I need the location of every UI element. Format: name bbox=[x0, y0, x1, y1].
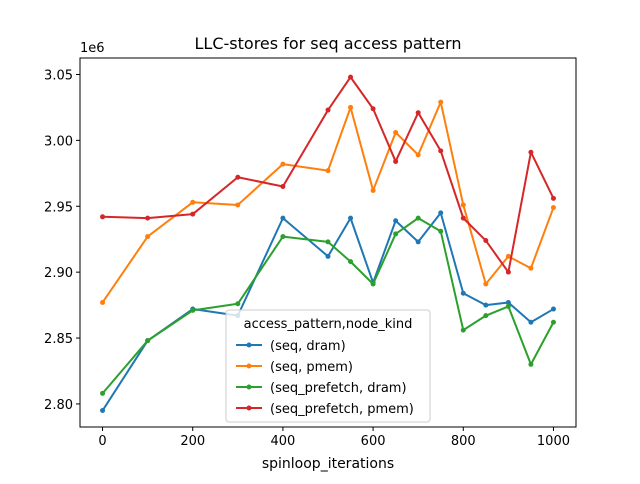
y-tick-label: 2.80 bbox=[44, 398, 73, 413]
y-tick-label: 3.05 bbox=[44, 68, 73, 83]
data-point-seq-pmem bbox=[438, 99, 444, 105]
data-point-seq-dram bbox=[460, 290, 466, 296]
series-line-seq-prefetch-pmem bbox=[102, 76, 555, 274]
data-point-seq-prefetch-dram bbox=[190, 307, 196, 313]
data-point-seq-pmem bbox=[280, 161, 286, 167]
data-point-seq-prefetch-pmem bbox=[505, 269, 511, 275]
data-point-seq-prefetch-dram bbox=[415, 215, 421, 221]
data-point-seq-prefetch-dram bbox=[460, 327, 466, 333]
axes-frame bbox=[79, 57, 577, 428]
series-layer bbox=[100, 74, 556, 414]
legend-label: (seq, pmem) bbox=[270, 360, 353, 375]
data-point-seq-prefetch-dram bbox=[370, 281, 376, 287]
legend-marker bbox=[246, 384, 252, 390]
legend: access_pattern,node_kind (seq, dram)(seq… bbox=[225, 309, 431, 423]
data-point-seq-dram bbox=[550, 306, 556, 312]
data-point-seq-prefetch-dram bbox=[280, 234, 286, 240]
data-point-seq-prefetch-pmem bbox=[550, 195, 556, 201]
data-point-seq-prefetch-dram bbox=[145, 338, 151, 344]
series-line-seq-prefetch-dram bbox=[101, 217, 555, 395]
data-point-seq-prefetch-pmem bbox=[438, 148, 444, 154]
y-tick-label: 3.00 bbox=[44, 134, 73, 149]
y-tick-label: 2.95 bbox=[44, 200, 73, 215]
x-tick-label: 400 bbox=[270, 434, 295, 449]
data-point-seq-dram bbox=[393, 218, 399, 224]
y-offset-label: 1e6 bbox=[80, 41, 105, 56]
data-point-seq-prefetch-dram bbox=[235, 301, 241, 307]
data-point-seq-pmem bbox=[528, 265, 534, 271]
data-point-seq-prefetch-dram bbox=[550, 319, 556, 325]
data-point-seq-pmem bbox=[550, 205, 556, 211]
data-point-seq-dram bbox=[280, 215, 286, 221]
data-point-seq-pmem bbox=[235, 202, 241, 208]
data-point-seq-prefetch-dram bbox=[325, 239, 331, 245]
data-point-seq-pmem bbox=[348, 104, 354, 110]
x-axis-label: spinloop_iterations bbox=[262, 456, 394, 472]
series-line-seq-pmem bbox=[101, 101, 555, 304]
data-point-seq-pmem bbox=[145, 234, 151, 240]
data-point-seq-prefetch-pmem bbox=[325, 107, 331, 113]
data-point-seq-prefetch-dram bbox=[393, 231, 399, 237]
data-point-seq-prefetch-dram bbox=[505, 303, 511, 309]
data-point-seq-dram bbox=[348, 215, 354, 221]
data-point-seq-pmem bbox=[483, 281, 489, 287]
legend-box bbox=[225, 309, 431, 423]
data-point-seq-dram bbox=[505, 299, 511, 305]
legend-items: (seq, dram) (seq, pmem) (seq_prefetch, dra… bbox=[236, 339, 414, 417]
data-point-seq-dram bbox=[100, 408, 106, 414]
y-tick-label: 2.85 bbox=[44, 332, 73, 347]
data-point-seq-prefetch-pmem bbox=[145, 215, 151, 221]
data-point-seq-prefetch-dram bbox=[528, 361, 534, 367]
chart-title: LLC-stores for seq access pattern bbox=[195, 34, 462, 53]
legend-marker bbox=[246, 342, 252, 348]
legend-label: (seq_prefetch, pmem) bbox=[270, 402, 414, 417]
x-tick-label: 0 bbox=[98, 434, 106, 449]
data-point-seq-prefetch-dram bbox=[483, 313, 489, 319]
data-point-seq-prefetch-dram bbox=[100, 390, 106, 396]
data-point-seq-prefetch-pmem bbox=[483, 238, 489, 244]
data-point-seq-pmem bbox=[325, 168, 331, 174]
legend-title: access_pattern,node_kind bbox=[244, 317, 413, 332]
data-point-seq-prefetch-dram bbox=[438, 228, 444, 234]
data-point-seq-prefetch-dram bbox=[348, 259, 354, 265]
ticks-layer: 0 200 400 600 800 1000 2.80 2.85 2.90 2.95 3.00 3.0… bbox=[44, 68, 570, 449]
data-point-seq-prefetch-pmem bbox=[528, 149, 534, 155]
data-point-seq-pmem bbox=[393, 129, 399, 135]
x-tick-label: 800 bbox=[451, 434, 476, 449]
data-point-seq-pmem bbox=[460, 202, 466, 208]
data-point-seq-dram bbox=[415, 239, 421, 245]
data-point-seq-prefetch-pmem bbox=[100, 214, 106, 220]
data-point-seq-prefetch-pmem bbox=[190, 211, 196, 217]
x-tick-label: 200 bbox=[180, 434, 205, 449]
data-point-seq-pmem bbox=[190, 199, 196, 205]
legend-label: (seq_prefetch, dram) bbox=[270, 381, 407, 396]
data-point-seq-prefetch-pmem bbox=[280, 183, 286, 189]
data-point-seq-prefetch-pmem bbox=[460, 215, 466, 221]
legend-marker bbox=[246, 363, 252, 369]
data-point-seq-pmem bbox=[415, 152, 421, 158]
x-tick-label: 600 bbox=[361, 434, 386, 449]
y-tick-label: 2.90 bbox=[44, 266, 73, 281]
data-point-seq-prefetch-pmem bbox=[393, 158, 399, 164]
series-line-seq-dram bbox=[101, 211, 554, 412]
data-point-seq-prefetch-pmem bbox=[235, 174, 241, 180]
data-point-seq-pmem bbox=[370, 187, 376, 193]
data-point-seq-dram bbox=[325, 253, 331, 259]
legend-label: (seq, dram) bbox=[270, 339, 346, 354]
data-point-seq-prefetch-pmem bbox=[348, 74, 354, 80]
data-point-seq-prefetch-pmem bbox=[415, 110, 421, 116]
x-tick-label: 1000 bbox=[537, 434, 570, 449]
data-point-seq-dram bbox=[528, 319, 534, 325]
data-point-seq-dram bbox=[438, 210, 444, 216]
data-point-seq-pmem bbox=[505, 253, 511, 259]
legend-marker bbox=[246, 405, 252, 411]
data-point-seq-pmem bbox=[100, 299, 106, 305]
data-point-seq-dram bbox=[483, 302, 489, 308]
data-point-seq-prefetch-pmem bbox=[370, 106, 376, 112]
